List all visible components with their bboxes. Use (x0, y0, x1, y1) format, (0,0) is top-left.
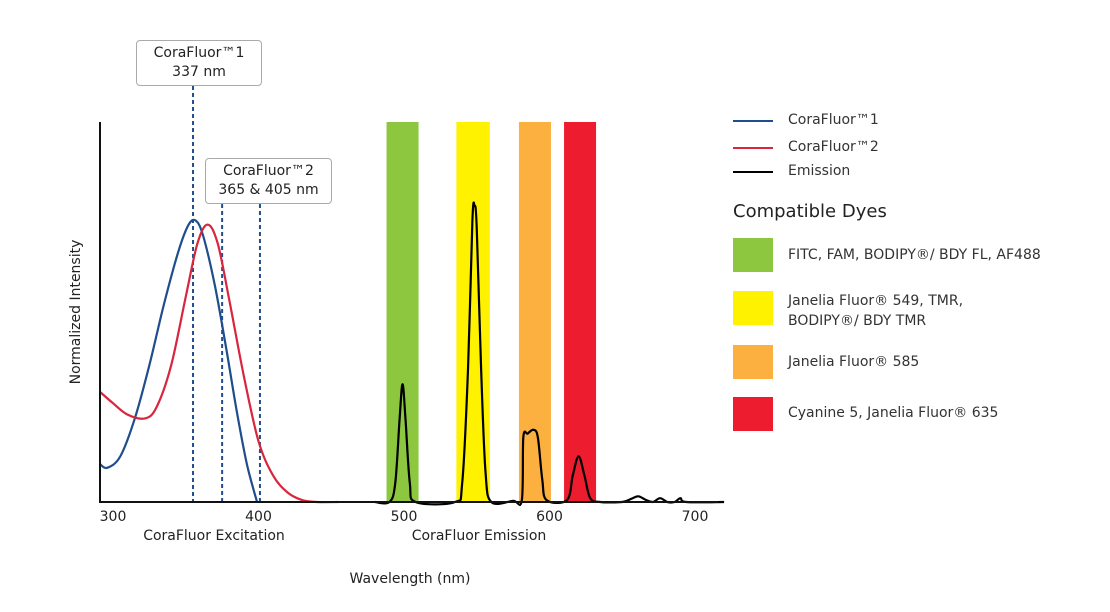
dye-label: Janelia Fluor® 549, TMR, BODIPY®/ BDY TM… (788, 291, 963, 331)
x-tick-label: 700 (682, 509, 709, 525)
x-tick-label: 600 (536, 509, 563, 525)
dye-swatch-yellow (733, 291, 773, 325)
dye-label: Cyanine 5, Janelia Fluor® 635 (788, 405, 999, 421)
legend-label: CoraFluor™1 (788, 112, 879, 128)
dye-label-line: BODIPY®/ BDY TMR (788, 313, 927, 329)
dye-swatch-orange (733, 345, 773, 379)
dye-swatch-green (733, 238, 773, 272)
annotation-corafluor2: CoraFluor™2 365 & 405 nm (205, 158, 332, 204)
dye-band-0 (386, 122, 419, 502)
legend-line-corafluor1 (733, 120, 773, 122)
annotation-value: 365 & 405 nm (218, 182, 319, 198)
legend-line-corafluor2 (733, 147, 773, 149)
y-axis-title: Normalized Intensity (68, 240, 84, 385)
dye-swatch-red (733, 397, 773, 431)
annotation-value: 337 nm (172, 64, 226, 80)
legend-label: CoraFluor™2 (788, 139, 879, 155)
legend-title: Compatible Dyes (733, 201, 887, 222)
x-tick-label: 500 (391, 509, 418, 525)
annotation-title: CoraFluor™2 (223, 163, 314, 179)
x-tick-label: 400 (245, 509, 272, 525)
x-tick-label: 300 (100, 509, 127, 525)
annotation-corafluor1: CoraFluor™1 337 nm (136, 40, 262, 86)
dye-label: Janelia Fluor® 585 (788, 354, 920, 370)
annotation-title: CoraFluor™1 (153, 45, 245, 61)
series-line-corafluor2 (99, 223, 339, 504)
dye-label: FITC, FAM, BODIPY®/ BDY FL, AF488 (788, 247, 1041, 263)
dye-band-3 (564, 122, 597, 502)
region-label-emission: CoraFluor Emission (412, 528, 547, 544)
series-line-corafluor1 (99, 218, 259, 503)
legend-label: Emission (788, 163, 851, 179)
dye-label-line: Janelia Fluor® 549, TMR, (788, 293, 964, 309)
legend-line-emission (733, 171, 773, 173)
x-axis-title: Wavelength (nm) (350, 571, 471, 587)
region-label-excitation: CoraFluor Excitation (143, 528, 285, 544)
